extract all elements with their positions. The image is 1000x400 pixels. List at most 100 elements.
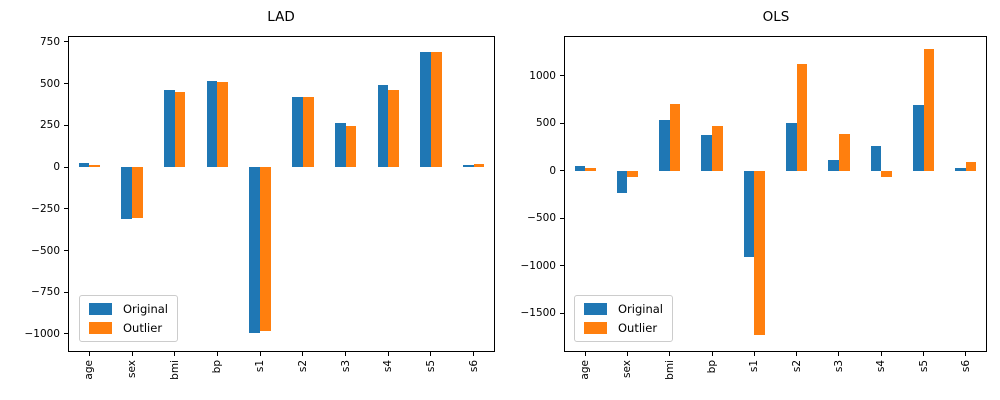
x-tick-label: s5 — [917, 360, 930, 373]
y-tick-label: −1500 — [520, 307, 556, 320]
bar-outlier-bp — [217, 81, 229, 168]
legend-swatch-icon — [89, 303, 112, 315]
x-tick-mark — [131, 352, 133, 356]
bar-outlier-sex — [627, 170, 638, 177]
y-tick-label: 500 — [39, 77, 60, 90]
legend: Original Outlier — [79, 295, 179, 342]
x-tick-mark — [174, 352, 176, 356]
x-tick-label: s3 — [339, 360, 352, 373]
x-tick-mark — [626, 352, 628, 356]
y-tick-label: 250 — [39, 119, 60, 132]
legend-label: Outlier — [618, 321, 658, 335]
x-tick-label: bp — [211, 360, 224, 374]
bar-outlier-bmi — [174, 92, 186, 168]
bar-original-s6 — [955, 167, 966, 171]
x-tick-mark — [923, 352, 925, 356]
y-tick-mark — [560, 312, 564, 314]
bar-original-s4 — [870, 145, 882, 171]
x-tick-label: s5 — [424, 360, 437, 373]
y-tick-mark — [64, 166, 68, 168]
legend-item-original: Original — [89, 302, 168, 316]
y-tick-mark — [64, 250, 68, 251]
x-tick-label: s6 — [959, 360, 972, 373]
y-tick-mark — [560, 265, 564, 267]
bar-original-s1 — [743, 170, 755, 258]
legend-swatch-icon — [584, 303, 607, 315]
legend-item-outlier: Outlier — [89, 321, 168, 335]
legend-swatch-icon — [89, 322, 112, 334]
x-tick-mark — [473, 352, 475, 356]
bar-original-s4 — [377, 84, 389, 168]
chart-lad: LAD 750 500 250 0 −250 −500 −750 −1000 age sex bmi… — [24, 9, 495, 380]
bar-original-s2 — [292, 97, 303, 168]
x-tick-label: bp — [706, 360, 719, 374]
bar-outlier-bp — [712, 126, 723, 171]
y-tick-label: −750 — [31, 286, 60, 299]
x-tick-label: s2 — [296, 360, 309, 373]
x-tick-mark — [796, 352, 798, 356]
chart-ols: OLS 1000 500 0 −500 −1000 −1500 age sex bmi bp s1 s… — [500, 0, 1000, 400]
y-tick-label: 750 — [39, 35, 60, 48]
y-tick-label: −250 — [31, 202, 60, 215]
bar-original-bp — [206, 81, 218, 168]
x-tick-label: sex — [126, 360, 139, 378]
bar-outlier-s3 — [838, 133, 850, 171]
bar-original-s3 — [828, 160, 839, 171]
x-tick-label: age — [579, 360, 592, 380]
x-tick-mark — [838, 352, 840, 356]
y-tick-mark — [64, 124, 68, 126]
bar-outlier-s4 — [388, 90, 399, 168]
x-tick-mark — [753, 352, 755, 356]
y-tick-mark — [64, 208, 68, 210]
bar-original-s1 — [249, 167, 261, 334]
x-tick-mark — [216, 352, 218, 356]
bar-original-age — [78, 163, 90, 168]
bar-original-s3 — [334, 123, 346, 168]
x-tick-mark — [669, 352, 671, 356]
chart-title-lad: LAD — [267, 9, 295, 25]
x-tick-label: s4 — [875, 360, 888, 373]
x-tick-mark — [711, 352, 713, 356]
bar-original-age — [574, 165, 586, 171]
y-tick-mark — [560, 217, 564, 219]
bar-original-s5 — [912, 105, 924, 171]
y-tick-label: 0 — [549, 164, 556, 177]
y-tick-label: −1000 — [24, 327, 60, 340]
y-tick-mark — [64, 333, 68, 335]
y-tick-mark — [560, 122, 564, 124]
bar-original-bmi — [659, 120, 670, 171]
legend-swatch-icon — [584, 322, 607, 334]
x-tick-mark — [387, 352, 389, 356]
y-tick-label: 500 — [535, 117, 556, 130]
x-tick-label: s3 — [832, 360, 845, 373]
x-tick-label: s6 — [467, 360, 480, 373]
x-tick-label: age — [83, 360, 96, 380]
y-tick-label: 1000 — [529, 69, 556, 82]
x-tick-label: s1 — [254, 360, 267, 373]
bar-outlier-s6 — [473, 164, 485, 168]
bar-original-s5 — [420, 52, 431, 168]
legend: Original Outlier — [574, 295, 674, 342]
y-tick-mark — [560, 75, 564, 77]
legend-label: Outlier — [123, 321, 163, 335]
bar-original-sex — [121, 167, 133, 219]
bar-outlier-sex — [132, 167, 143, 218]
bar-outlier-s5 — [430, 52, 442, 168]
x-tick-mark — [345, 352, 347, 356]
bar-original-bmi — [164, 90, 175, 168]
legend-item-outlier: Outlier — [584, 321, 663, 335]
x-tick-label: bmi — [663, 360, 676, 380]
bar-original-s6 — [462, 165, 474, 168]
x-tick-mark — [302, 352, 304, 356]
bar-original-s2 — [786, 122, 797, 171]
legend-item-original: Original — [584, 302, 663, 316]
bar-outlier-s5 — [923, 48, 935, 171]
x-tick-label: s4 — [382, 360, 395, 373]
x-tick-label: s1 — [748, 360, 761, 373]
x-tick-label: sex — [621, 360, 634, 378]
legend-label: Original — [123, 302, 169, 316]
bar-outlier-s2 — [796, 63, 808, 171]
bar-original-bp — [701, 134, 713, 171]
y-tick-mark — [64, 41, 68, 43]
